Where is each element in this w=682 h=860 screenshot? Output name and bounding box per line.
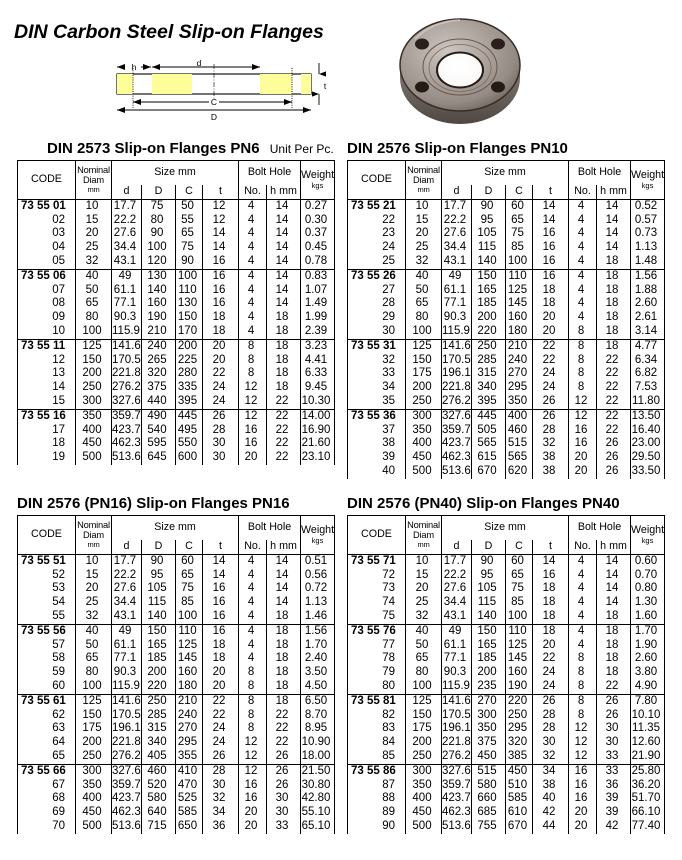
svg-text:d: d	[197, 58, 202, 68]
svg-text:t: t	[324, 81, 327, 91]
svg-text:C: C	[211, 97, 217, 107]
svg-text:h: h	[132, 62, 137, 72]
svg-text:D: D	[211, 112, 217, 122]
